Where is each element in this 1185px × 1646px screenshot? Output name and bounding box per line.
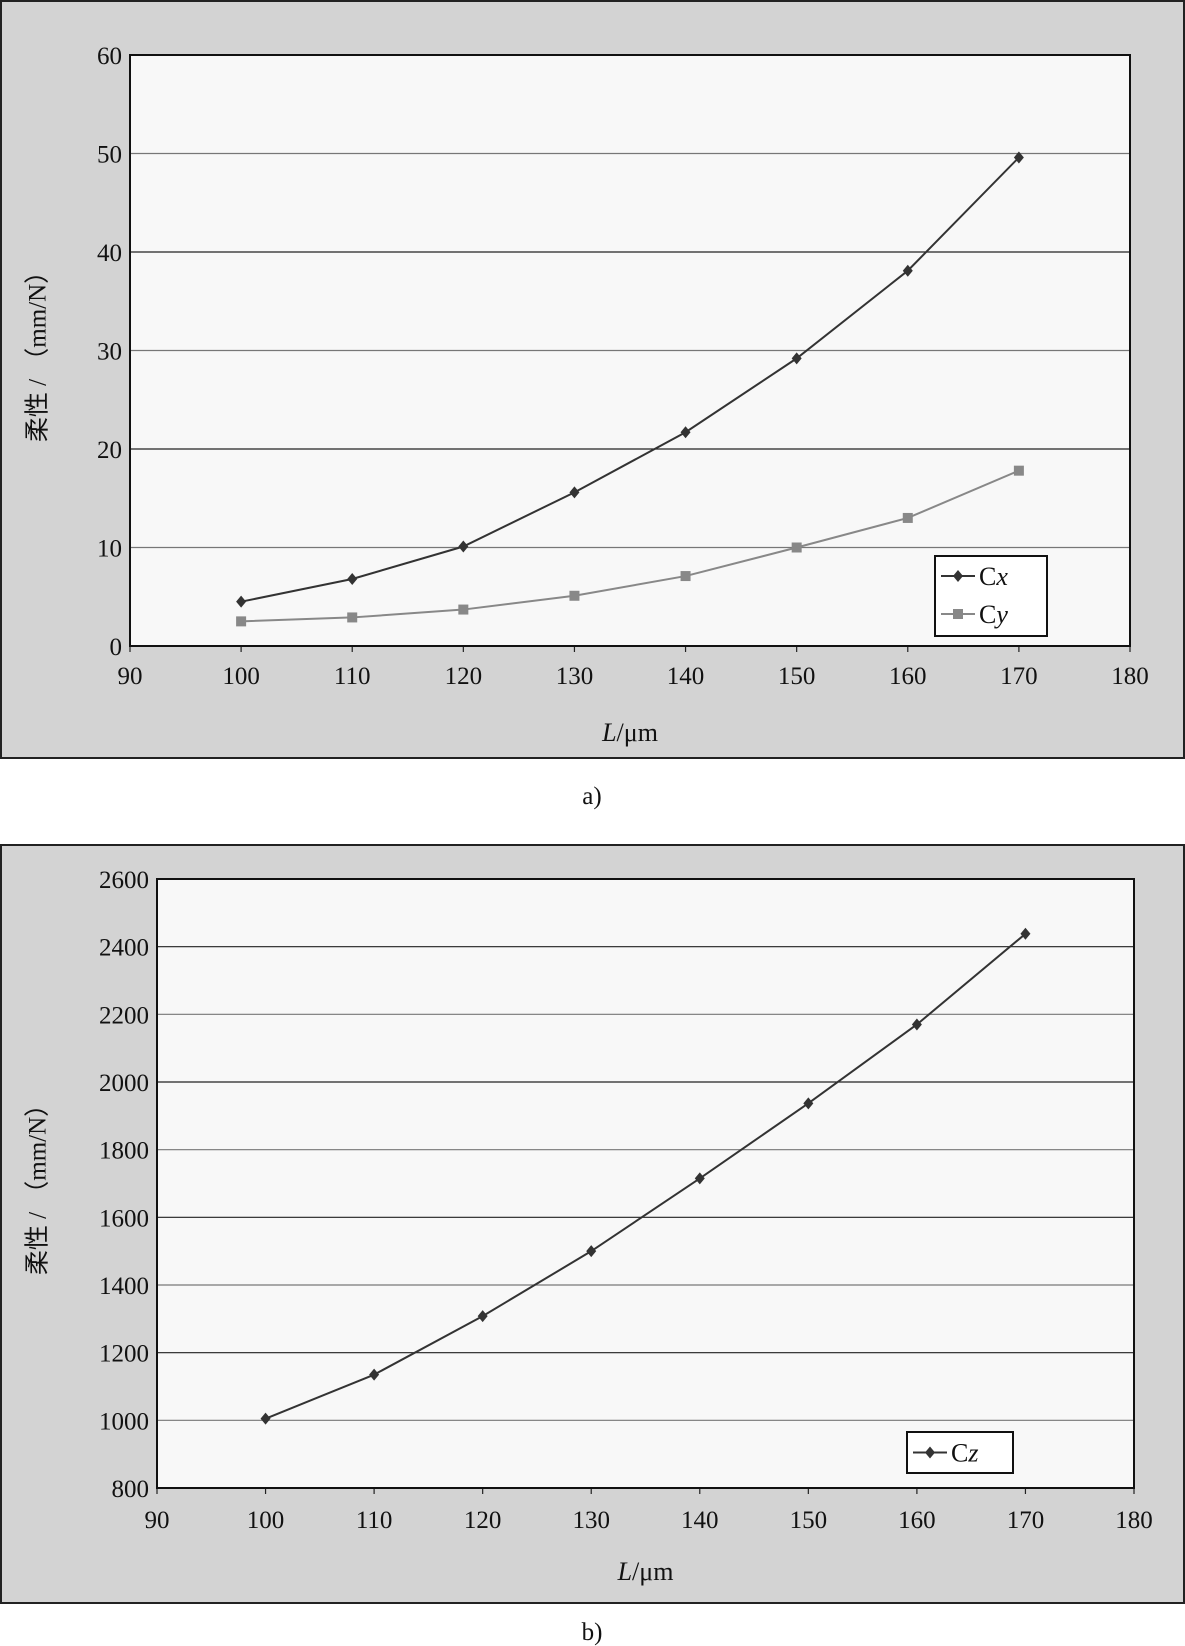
legend-marker [925,1446,935,1459]
legend-marker [953,570,963,582]
x-axis-label-symbol: L [617,1557,632,1586]
x-tick-label: 120 [445,663,483,690]
y-tick-label: 40 [97,240,122,267]
x-axis-label: L/μm [601,718,658,747]
y-tick-label: 2400 [99,935,149,962]
series-Cy [236,465,1024,627]
data-point [347,573,358,586]
x-tick-label: 170 [1000,663,1038,690]
y-tick-label: 1200 [99,1341,149,1368]
data-point [477,1310,488,1323]
y-tick-label: 60 [97,43,122,70]
legend-label-main: C [979,562,996,591]
data-point [347,612,358,623]
x-tick-label: 130 [572,1507,610,1534]
y-tick-label: 2000 [99,1070,149,1097]
legend-marker [953,609,963,619]
y-tick-label: 1600 [99,1205,149,1232]
y-tick-label: 2200 [99,1002,149,1029]
legend-label-sub: y [993,600,1008,629]
data-point [1013,465,1024,476]
y-tick-label: 1800 [99,1138,149,1165]
data-point [236,595,247,608]
data-point [902,264,913,277]
plot-border [156,878,1135,1489]
x-tick-label: 90 [118,663,143,690]
legend-label: Cx [979,562,1008,591]
data-point [586,1245,597,1258]
y-axis-label: 柔性 / （mm/N） [24,1092,52,1275]
y-tick-label: 50 [97,142,122,169]
y-axis-label: 柔性 / （mm/N） [24,259,52,442]
y-tick-label: 800 [112,1476,150,1503]
chart-panel-a: 0 10 20 30 40 50 60 90 100 110 120 130 140 150 160 170 1… [0,0,1185,810]
y-tick-label: 0 [110,634,123,661]
x-tick-label: 90 [145,1507,170,1534]
x-tick-label: 100 [222,663,260,690]
chart-panel-b: 800 1000 1200 1400 1600 1800 2000 2200 2400 2600 9… [0,844,1185,1646]
x-tick-label: 100 [247,1507,285,1534]
data-point [260,1412,271,1425]
legend-label-sub: z [967,1439,978,1468]
series-Cz [260,927,1031,1425]
y-tick-label: 30 [97,339,122,366]
data-point [680,571,691,582]
x-tick-label: 110 [334,663,371,690]
data-point [694,1172,705,1185]
data-point [902,512,913,523]
x-tick-label: 130 [556,663,594,690]
data-point [569,590,580,601]
x-axis-label-unit: /μm [617,718,658,747]
legend-label: Cz [951,1439,978,1468]
data-point [458,604,469,615]
y-tick-label: 1000 [99,1408,149,1435]
x-tick-label: 170 [1007,1507,1045,1534]
data-point [911,1018,922,1031]
y-tick-label: 2600 [99,867,149,894]
data-point [236,616,247,627]
series-line [240,156,1020,603]
data-point [1020,927,1031,940]
plot-area [157,879,1134,1488]
x-tick-label: 150 [790,1507,828,1534]
x-tick-label: 140 [681,1507,719,1534]
series-line [265,933,1027,1420]
x-tick-label: 180 [1111,663,1149,690]
data-point [791,542,802,553]
legend-label: Cy [979,600,1008,629]
x-tick-label: 180 [1115,1507,1153,1534]
legend-box [934,555,1048,637]
x-tick-label: 140 [667,663,705,690]
series-line [241,469,1020,623]
data-point [791,352,802,365]
series-Cx [236,151,1024,608]
panel-label: a) [582,783,601,810]
data-point [680,426,691,439]
y-tick-label: 10 [97,536,122,563]
y-tick-label: 20 [97,437,122,464]
y-tick-label: 1400 [99,1273,149,1300]
x-tick-label: 150 [778,663,816,690]
legend-label-sub: x [995,562,1008,591]
x-axis-label-unit: /μm [632,1557,673,1586]
x-axis-label-symbol: L [601,718,616,747]
data-point [569,486,580,499]
data-point [803,1097,814,1110]
x-tick-label: 160 [889,663,927,690]
x-tick-label: 110 [356,1507,393,1534]
panel-label: b) [582,1619,603,1646]
x-tick-label: 120 [464,1507,502,1534]
data-point [458,540,469,553]
x-axis-label: L/μm [617,1557,674,1586]
data-point [1013,151,1024,164]
x-tick-label: 160 [898,1507,936,1534]
legend-label-main: C [951,1439,968,1468]
plot-border [129,54,1131,647]
legend-label-main: C [979,600,996,629]
data-point [369,1368,380,1381]
